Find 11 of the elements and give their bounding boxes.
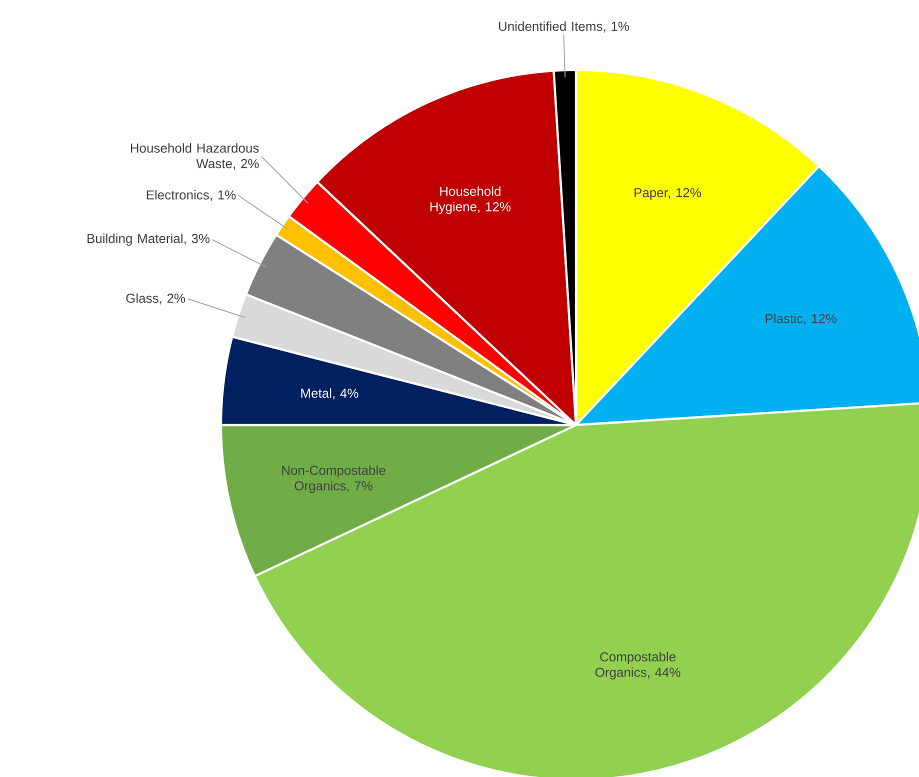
slice-label: Compostable Organics, 44% xyxy=(595,652,680,680)
slice-label: Electronics, 1% xyxy=(146,190,236,202)
slice-label: Household Hazardous Waste, 2% xyxy=(130,143,259,170)
slice-label: Household Hygiene, 12% xyxy=(430,186,511,214)
slice-label: Unidentified Items, 1% xyxy=(498,21,630,32)
slice-label: Metal, 4% xyxy=(301,388,358,400)
slice-label: Plastic, 12% xyxy=(766,314,837,325)
slice-label: Building Material, 3% xyxy=(88,234,210,246)
slice-label: Glass, 2% xyxy=(126,293,186,304)
slice-label: Non-Compostable Organics, 7% xyxy=(282,465,386,494)
slice-label: Paper, 12% xyxy=(634,188,701,200)
